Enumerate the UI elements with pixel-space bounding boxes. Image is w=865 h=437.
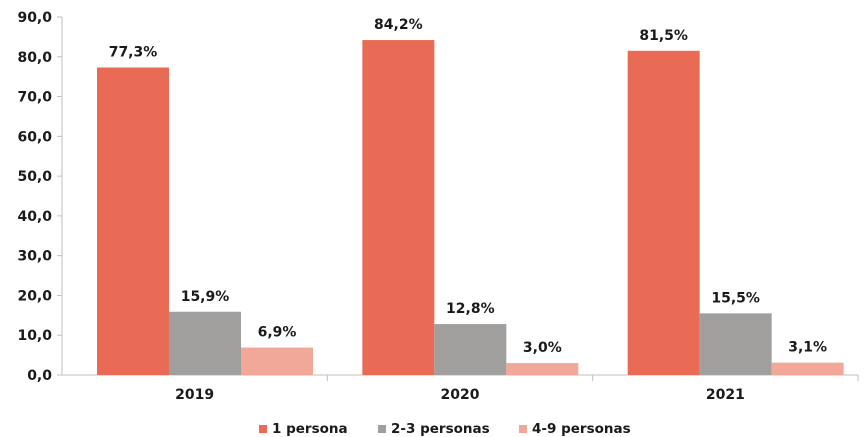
bar	[506, 363, 579, 375]
data-label: 81,5%	[639, 28, 688, 44]
bar	[169, 311, 241, 375]
x-tick-label: 2021	[706, 387, 745, 403]
legend-label: 4-9 personas	[532, 421, 631, 437]
y-tick-label: 80,0	[17, 50, 52, 66]
data-label: 6,9%	[258, 325, 297, 341]
x-tick-label: 2019	[175, 387, 214, 403]
legend-label: 2-3 personas	[391, 421, 490, 437]
legend-swatch	[259, 425, 267, 433]
y-tick-label: 50,0	[17, 169, 52, 185]
data-label: 15,9%	[181, 289, 230, 305]
data-label: 3,0%	[523, 340, 562, 356]
bar	[434, 324, 507, 375]
chart-axes: 0,0 10,0 20,0 30,0 40,0 50,0 60,0 70,0 80,0 90,0 2…	[17, 10, 859, 403]
y-tick-label: 20,0	[17, 288, 52, 304]
data-label: 15,5%	[711, 290, 760, 306]
legend-label: 1 persona	[272, 421, 348, 437]
y-tick-label: 90,0	[17, 10, 52, 26]
y-tick-label: 70,0	[17, 90, 52, 106]
bar	[771, 362, 844, 375]
legend-swatch	[519, 425, 527, 433]
bar	[699, 313, 772, 375]
data-label: 3,1%	[788, 340, 827, 356]
bar	[241, 347, 313, 375]
bar	[627, 50, 700, 376]
data-label: 77,3%	[109, 45, 158, 61]
bar-group	[97, 40, 844, 376]
y-tick-label: 60,0	[17, 129, 52, 145]
data-labels: 77,3% 15,9% 6,9% 84,2% 12,8% 3,0% 81,5% 15,5% 3,…	[109, 17, 827, 356]
y-tick-label: 10,0	[17, 328, 52, 344]
bar	[362, 40, 435, 376]
data-label: 12,8%	[446, 301, 495, 317]
y-tick-label: 30,0	[17, 249, 52, 265]
bar	[97, 67, 169, 376]
x-tick-label: 2020	[441, 387, 480, 403]
chart-legend: 1 persona 2-3 personas 4-9 personas	[259, 421, 631, 437]
y-tick-label: 40,0	[17, 209, 52, 225]
legend-swatch	[378, 425, 386, 433]
data-label: 84,2%	[374, 17, 423, 33]
y-tick-label: 0,0	[27, 368, 52, 384]
